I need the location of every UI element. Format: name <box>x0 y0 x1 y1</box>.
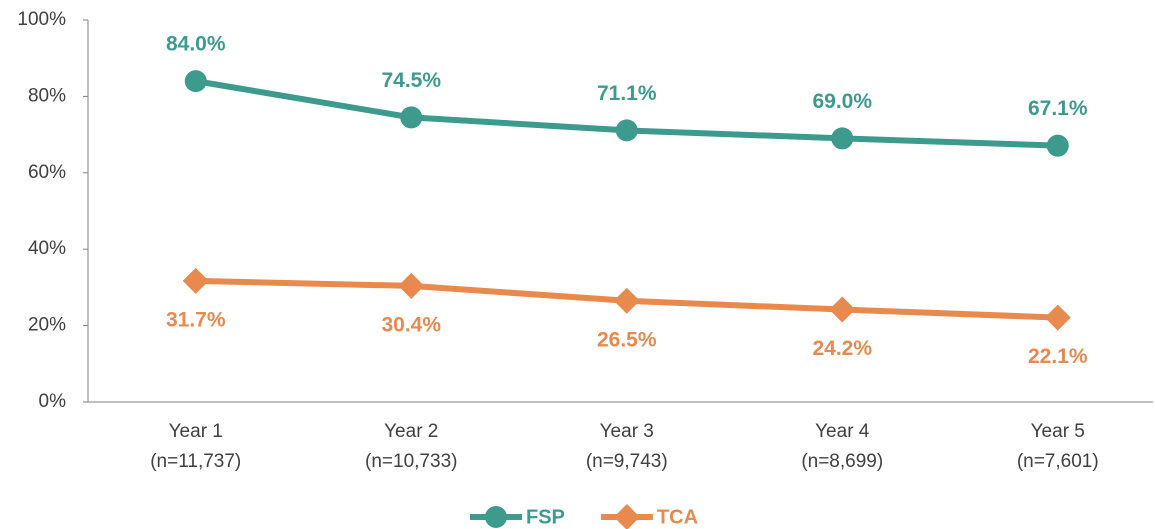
x-tick-label: (n=10,733) <box>365 451 457 472</box>
point <box>1044 304 1071 331</box>
y-tick-label: 0% <box>39 391 67 412</box>
value-label: 31.7% <box>166 308 226 331</box>
x-tick-label: Year 3 <box>600 421 654 442</box>
value-label: 74.5% <box>381 69 441 92</box>
x-tick-label: Year 1 <box>169 421 223 442</box>
y-tick-label: 60% <box>28 162 66 183</box>
legend-marker <box>485 506 507 528</box>
x-tick-label: Year 5 <box>1031 421 1085 442</box>
legend-label: TCA <box>657 506 698 528</box>
x-tick-label: Year 4 <box>815 421 870 442</box>
value-label: 71.1% <box>597 82 657 105</box>
x-tick-label: Year 2 <box>384 421 438 442</box>
y-tick-label: 80% <box>28 85 66 106</box>
point <box>829 296 856 323</box>
y-tick-label: 20% <box>28 315 66 336</box>
point <box>400 106 423 129</box>
x-tick-label: (n=9,743) <box>586 451 668 472</box>
point <box>1046 134 1069 157</box>
value-label: 24.2% <box>812 337 872 360</box>
y-tick-label: 40% <box>28 238 66 259</box>
value-label: 69.0% <box>812 90 872 113</box>
point <box>831 127 854 150</box>
value-label: 67.1% <box>1028 97 1088 120</box>
value-label: 26.5% <box>597 328 657 351</box>
y-tick-label: 100% <box>17 9 66 30</box>
value-label: 22.1% <box>1028 345 1088 368</box>
legend-label: FSP <box>526 506 565 528</box>
point <box>613 287 640 314</box>
point <box>184 70 207 93</box>
point <box>182 267 209 294</box>
legend-marker <box>613 504 640 529</box>
x-tick-label: (n=11,737) <box>150 451 241 472</box>
point <box>615 119 638 142</box>
x-tick-label: (n=7,601) <box>1017 451 1099 472</box>
x-tick-label: (n=8,699) <box>801 451 883 472</box>
value-label: 84.0% <box>166 33 226 56</box>
point <box>398 272 425 299</box>
value-label: 30.4% <box>381 313 441 336</box>
